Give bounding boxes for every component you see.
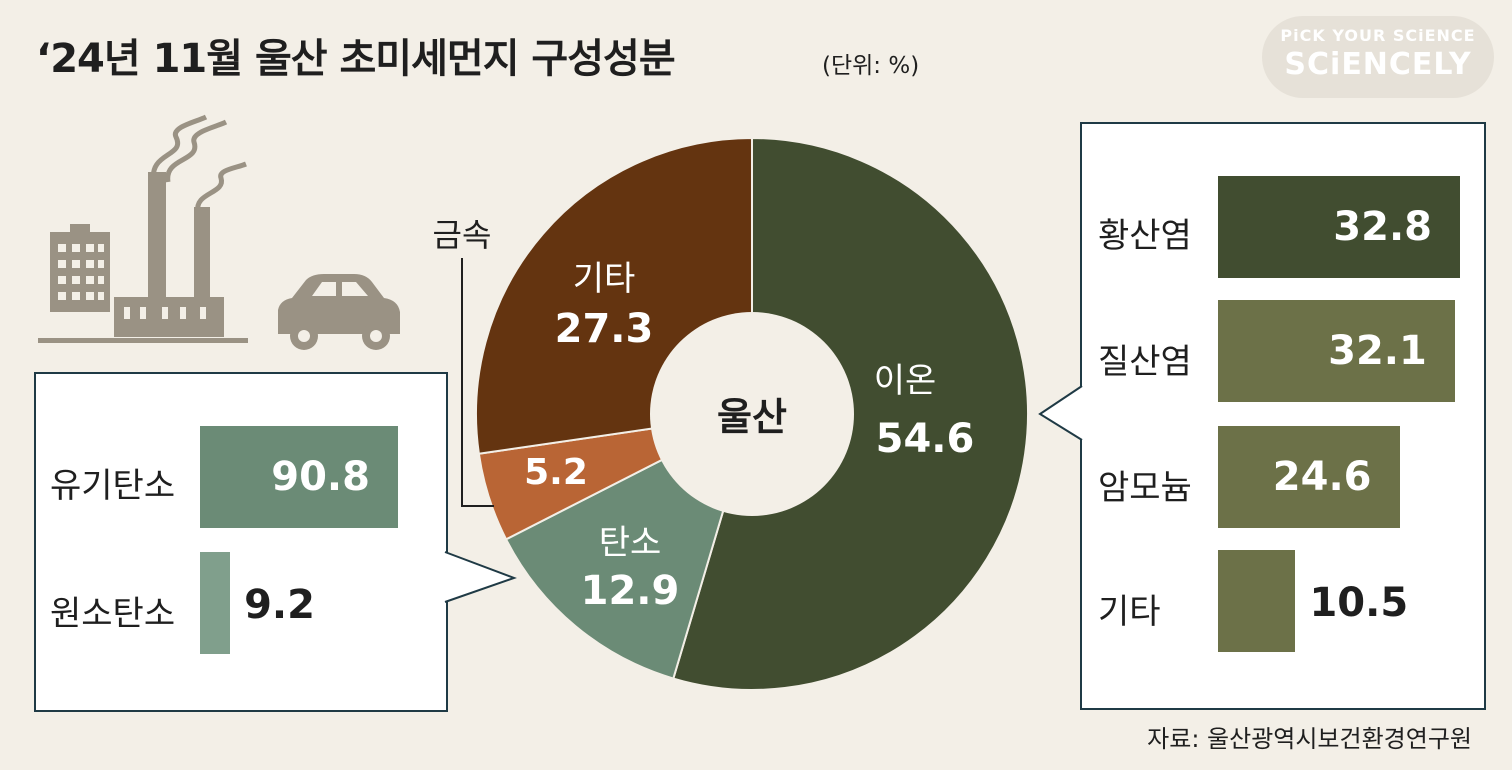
bar-value-sulfate: 32.8: [1333, 204, 1432, 250]
slice-label-metal: 금속: [433, 216, 492, 254]
logo-tagline: PiCK YOUR SCiENCE: [1280, 26, 1476, 45]
slice-label-ion: 이온: [874, 361, 937, 401]
factory-windows: [58, 244, 206, 319]
sciencely-logo: PiCK YOUR SCiENCE SCiENCELY: [1262, 16, 1494, 98]
ion-callout-pointer: [1040, 386, 1082, 440]
logo-wordmark: SCiENCELY: [1284, 47, 1472, 82]
bar-sulfate: 32.8: [1218, 176, 1460, 278]
metal-leader-line: [461, 258, 494, 507]
bar-nitrate: 32.1: [1218, 300, 1455, 402]
bar-label-ammonium: 암모늄: [1098, 468, 1192, 508]
ion-callout-pointer-outline: [1038, 385, 1083, 441]
bar-ammonium: 24.6: [1218, 426, 1400, 528]
slice-label-other: 기타: [573, 259, 636, 299]
slice-value-ion: 54.6: [876, 416, 975, 462]
bar-value-nitrate: 32.1: [1328, 328, 1427, 374]
slice-value-carbon: 12.9: [581, 568, 680, 614]
factory-car-illustration: [38, 114, 400, 350]
bar-ion-other: [1218, 550, 1296, 652]
source-note: 자료: 울산광역시보건환경연구원: [1147, 725, 1472, 753]
page-title: ‘24년 11월 울산 초미세먼지 구성성분: [36, 36, 676, 82]
slice-value-metal: 5.2: [524, 452, 588, 493]
slice-value-other: 27.3: [555, 306, 654, 352]
bar-value-ammonium: 24.6: [1272, 454, 1372, 500]
bar-value-ion-other: 10.5: [1309, 580, 1409, 626]
ion-breakdown-panel: 황산염 32.8 질산염 32.1 암모늄 24.6 기타 10.5: [1080, 122, 1486, 710]
bar-value-elemental-carbon: 9.2: [244, 582, 315, 628]
bar-label-elemental-carbon: 원소탄소: [50, 594, 176, 634]
slice-label-carbon: 탄소: [599, 523, 662, 563]
bar-label-ion-other: 기타: [1098, 592, 1161, 632]
donut-hole: [650, 312, 854, 516]
unit-label: (단위: %): [822, 53, 920, 79]
bar-label-organic-carbon: 유기탄소: [50, 466, 176, 506]
bar-elemental-carbon: [200, 552, 231, 654]
bar-organic-carbon: 90.8: [200, 426, 398, 528]
car-windows: [298, 282, 382, 342]
bar-label-sulfate: 황산염: [1098, 216, 1192, 256]
donut-center-label: 울산: [717, 395, 787, 439]
carbon-breakdown-panel: 유기탄소 90.8 원소탄소 9.2: [34, 372, 448, 712]
bar-value-organic-carbon: 90.8: [271, 454, 370, 500]
carbon-callout-pointer-outline: [444, 551, 517, 603]
carbon-callout-pointer: [445, 552, 514, 602]
bar-label-nitrate: 질산염: [1098, 342, 1192, 382]
